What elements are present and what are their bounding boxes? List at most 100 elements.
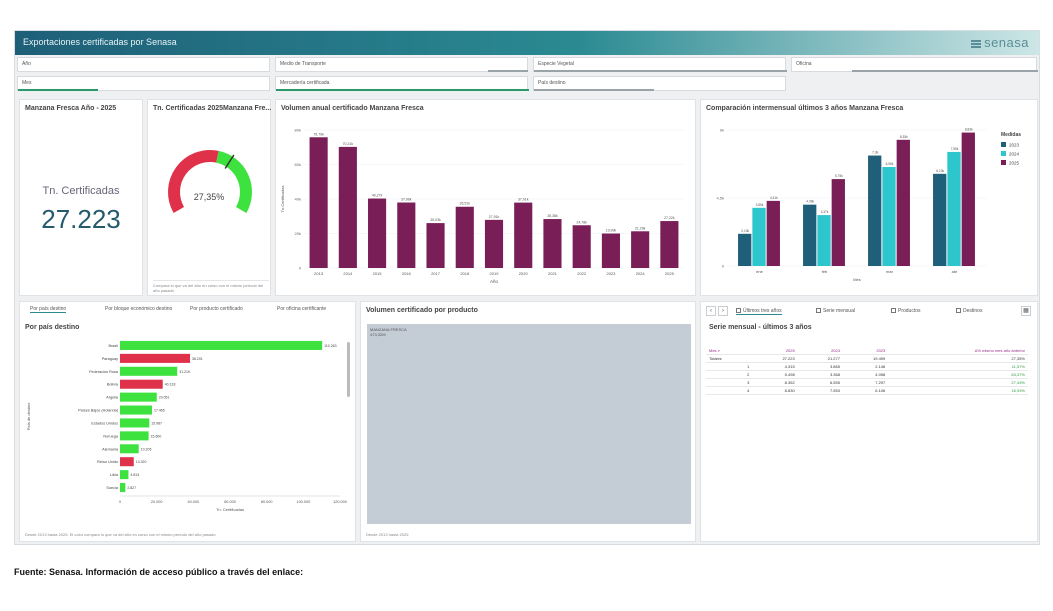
annual-chart: 0 20k 40k 60k 80k 75,79k 2013 70,21k 2014 40,27k 2…	[280, 128, 684, 284]
bar	[961, 132, 975, 266]
data-label: 17.465	[154, 409, 165, 413]
table-cell: 4	[706, 386, 753, 395]
prev-button[interactable]: ‹	[706, 306, 716, 316]
legend-label: 2024	[1009, 152, 1020, 157]
table-cell: 4.315	[752, 362, 798, 371]
data-label: 27,91k	[489, 215, 500, 219]
data-label: 2,13k	[741, 229, 749, 233]
data-label: 26,03k	[430, 218, 441, 222]
filter-mes[interactable]: Mes	[17, 76, 270, 91]
bar	[120, 457, 134, 467]
grid-view-icon[interactable]: ▦	[1021, 306, 1031, 316]
kpi-value: 27.223	[41, 204, 121, 234]
bar	[933, 173, 947, 266]
table-tabs: Últimos tres años Serie mensual Producto…	[736, 308, 1036, 318]
table-cell: 2.146	[842, 362, 889, 371]
data-label: 21,29k	[635, 226, 646, 230]
y-tick-label: 80k	[295, 128, 301, 133]
header-2024[interactable]: 2024	[797, 347, 843, 355]
data-label: 6,55k	[886, 162, 894, 166]
bar	[120, 405, 153, 415]
data-label: 15.987	[151, 421, 162, 425]
bar	[120, 483, 126, 493]
header-mes[interactable]: Mes ⌕	[706, 347, 753, 355]
category-label: Países Bajos (Holanda)	[78, 409, 119, 413]
tab-por-bloque-economico[interactable]: Por bloque económico destino	[105, 306, 173, 312]
x-axis-label: Tn. Certificadas	[216, 507, 244, 512]
tab-por-pais-destino[interactable]: Por país destino	[30, 306, 67, 313]
annual-title: Volumen anual certificado Manzana Fresca	[281, 105, 424, 112]
tab-ultimos-tres-anios[interactable]: Últimos tres años	[736, 308, 782, 315]
filter-label: País destino	[538, 80, 566, 86]
y-axis-label: Tn.Certificadas	[280, 186, 285, 213]
destino-note: Desde 2013 hasta 2025. El color compara …	[25, 532, 216, 537]
filter-selection-bar	[534, 89, 654, 91]
x-tick-label: mar	[886, 269, 894, 274]
gauge-note: Compara lo que va del año en curso con e…	[153, 280, 269, 293]
data-label: 37,91k	[518, 198, 529, 202]
data-label: 75,79k	[313, 132, 324, 136]
header-delta[interactable]: Δ% mismo mes año anterior	[888, 347, 1028, 355]
bar	[120, 431, 149, 441]
filter-pais-destino[interactable]: País destino	[533, 76, 786, 91]
annual-chart-panel[interactable]: Volumen anual certificado Manzana Fresca…	[275, 99, 696, 296]
bar	[120, 470, 129, 480]
next-button[interactable]: ›	[718, 306, 728, 316]
table-cell: Totales	[706, 354, 753, 363]
gauge-chart	[168, 150, 252, 213]
x-tick-label: 2017	[431, 271, 441, 276]
table-cell: 4.058	[842, 370, 889, 379]
table-cell: 7.297	[842, 378, 889, 387]
source-caption: Fuente: Senasa. Información de acceso pú…	[14, 567, 304, 577]
table-cell: 2	[706, 370, 753, 379]
table-icon	[736, 308, 741, 314]
table-cell: 7.553	[797, 386, 843, 395]
producto-treemap[interactable]: MANZANA FRESCA 473,32M	[367, 324, 691, 524]
destino-scrollbar[interactable]	[347, 342, 350, 397]
x-tick-label: 2015	[373, 271, 383, 276]
filter-especie-vegetal[interactable]: Especie Vegetal	[533, 57, 787, 72]
filter-anio[interactable]: Año	[17, 57, 270, 72]
bar	[120, 444, 139, 454]
filter-medio-transporte[interactable]: Medio de Transporte	[275, 57, 528, 72]
search-icon[interactable]: ⌕	[717, 348, 720, 353]
x-tick-label: feb	[822, 269, 828, 274]
header-2023[interactable]: 2023	[842, 347, 889, 355]
table-icon	[956, 308, 961, 314]
category-label: Noruega	[103, 434, 118, 438]
producto-panel[interactable]: Volumen certificado por producto MANZANA…	[360, 301, 696, 542]
x-tick-label: 60.000	[224, 500, 236, 504]
category-label: Bolivia	[107, 383, 119, 387]
treemap-item-name: MANZANA FRESCA	[370, 327, 407, 332]
table-panel[interactable]: ‹ › Últimos tres años Serie mensual Prod…	[700, 301, 1038, 542]
header-2025[interactable]: 2025	[752, 347, 798, 355]
monthly-table: Mes ⌕ 2025 2024 2023 Δ% mismo mes año an…	[706, 347, 1028, 395]
filter-mercaderia[interactable]: Mercadería certificada	[275, 76, 529, 91]
bar	[338, 146, 357, 268]
tab-productos[interactable]: Productos	[891, 308, 921, 314]
bar	[896, 139, 910, 266]
legend-label: 2025	[1009, 161, 1020, 166]
monthly-chart-panel[interactable]: Comparación intermensual últimos 3 años …	[700, 99, 1038, 296]
data-label: 8,35k	[900, 135, 908, 139]
x-axis-label: Año	[490, 279, 499, 284]
destino-panel[interactable]: Por país destino Por bloque económico de…	[19, 301, 356, 542]
tab-destinos[interactable]: Destinos	[956, 308, 982, 314]
legend-swatch	[1001, 151, 1006, 156]
bar	[120, 340, 323, 350]
tab-por-oficina[interactable]: Por oficina certificante	[277, 306, 327, 312]
bar	[660, 221, 679, 268]
x-tick-label: 2014	[343, 271, 353, 276]
tab-label: Productos	[898, 308, 921, 314]
bar	[868, 155, 882, 266]
gauge-panel[interactable]: Tn. Certificadas 2025Manzana Fre... 27,3…	[147, 99, 271, 296]
tab-por-producto[interactable]: Por producto certificado	[190, 306, 243, 312]
x-tick-label: 2020	[519, 271, 529, 276]
tab-serie-mensual[interactable]: Serie mensual	[816, 308, 855, 314]
kpi-panel[interactable]: Manzana Fresca Año - 2025 Tn. Certificad…	[19, 99, 143, 296]
bar	[738, 233, 752, 266]
data-label: 7,55k	[951, 147, 959, 151]
filter-oficina[interactable]: Oficina	[791, 57, 1038, 72]
table-cell: 1	[706, 362, 753, 371]
bar	[397, 202, 416, 268]
